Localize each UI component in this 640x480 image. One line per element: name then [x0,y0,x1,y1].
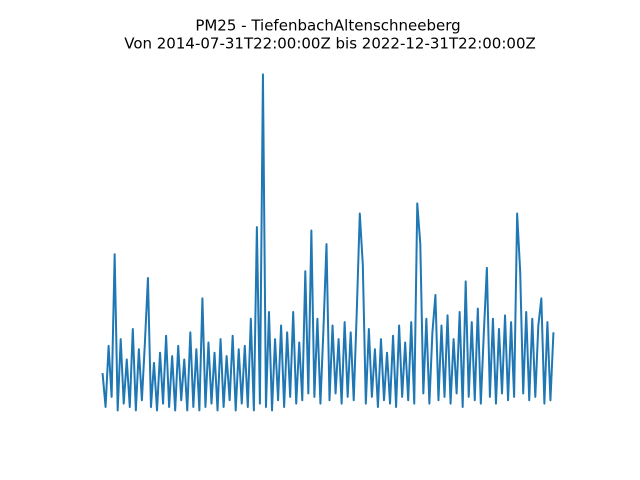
data-line [101,73,555,412]
chart-title: PM25 - TiefenbachAltenschneeberg [195,17,460,35]
chart-subtitle: Von 2014-07-31T22:00:00Z bis 2022-12-31T… [124,35,536,53]
